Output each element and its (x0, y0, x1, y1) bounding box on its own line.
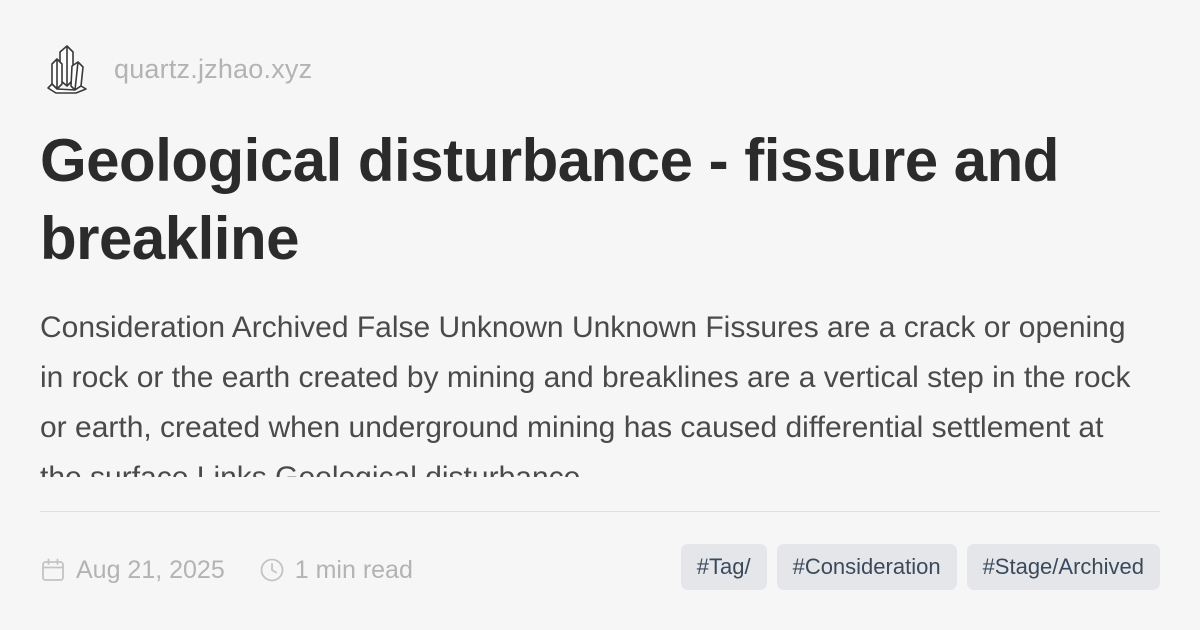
tag-item[interactable]: #Consideration (776, 544, 957, 590)
site-header: quartz.jzhao.xyz (40, 42, 312, 96)
tag-item[interactable]: #Tag/ (680, 544, 767, 590)
calendar-icon (42, 558, 64, 581)
page-description: Consideration Archived False Unknown Unk… (40, 311, 1131, 477)
date-meta: Aug 21, 2025 (40, 556, 225, 585)
meta-row: Aug 21, 2025 1 min read (40, 548, 413, 592)
site-name[interactable]: quartz.jzhao.xyz (114, 53, 313, 84)
divider (40, 511, 1160, 512)
page-title: Geological disturbance - fissure and bre… (40, 127, 1059, 272)
clock-icon (260, 558, 284, 582)
read-time: 1 min read (294, 555, 413, 584)
quartz-crystal-icon (47, 45, 87, 94)
publish-date: Aug 21, 2025 (76, 555, 225, 584)
tag-list: #Tag/ #Consideration #Stage/Archived (671, 544, 1160, 590)
og-card: quartz.jzhao.xyz Geological disturbance … (40, 0, 1160, 630)
description-container: Consideration Archived False Unknown Unk… (40, 303, 1150, 477)
tag-item[interactable]: #Stage/Archived (966, 544, 1160, 590)
read-time-meta: 1 min read (259, 556, 413, 585)
